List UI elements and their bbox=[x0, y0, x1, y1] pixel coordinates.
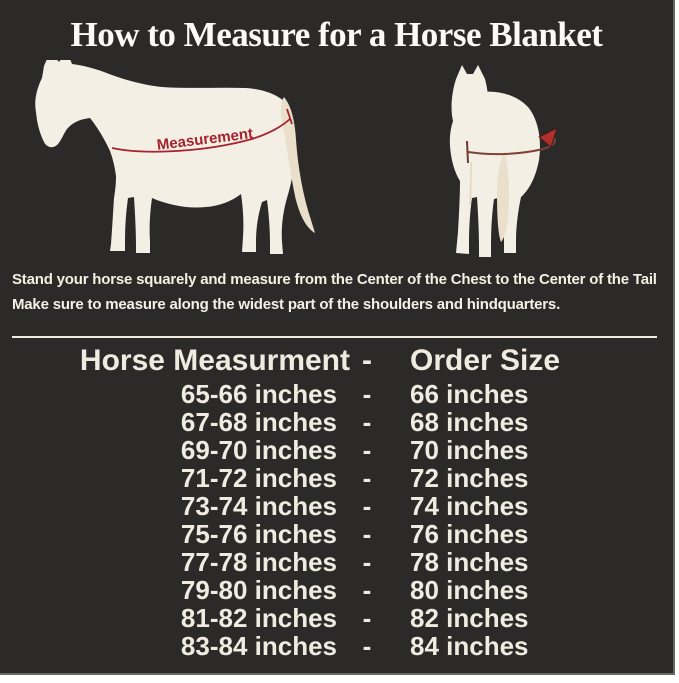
order-size-cell: 78 inches bbox=[410, 547, 529, 577]
header-measurement-column: Horse Measurment bbox=[79, 344, 350, 377]
measurement-cell: 67-68 inches bbox=[180, 407, 337, 437]
page-title: How to Measure for a Horse Blanket bbox=[70, 15, 603, 54]
separator-cell: - bbox=[362, 519, 372, 549]
separator-cell: - bbox=[362, 435, 372, 465]
order-size-cell: 82 inches bbox=[410, 603, 529, 633]
order-size-cell: 84 inches bbox=[410, 631, 529, 661]
separator-cell: - bbox=[362, 631, 372, 661]
table-row: 79-80 inches - 80 inches bbox=[0, 576, 675, 604]
table-row: 83-84 inches - 84 inches bbox=[0, 632, 675, 660]
order-size-cell: 72 inches bbox=[410, 463, 529, 493]
order-size-cell: 66 inches bbox=[410, 379, 529, 409]
instructions-text: Stand your horse squarely and measure fr… bbox=[12, 267, 667, 317]
separator-cell: - bbox=[362, 379, 372, 409]
table-row: 65-66 inches - 66 inches bbox=[0, 380, 675, 408]
order-size-cell: 80 inches bbox=[410, 575, 529, 605]
separator-cell: - bbox=[362, 575, 372, 605]
measurement-cell: 69-70 inches bbox=[180, 435, 337, 465]
table-row: 69-70 inches - 70 inches bbox=[0, 436, 675, 464]
divider-line bbox=[12, 336, 657, 338]
size-chart: Horse Measurment - Order Size 65-66 inch… bbox=[0, 342, 675, 660]
measurement-cell: 75-76 inches bbox=[180, 519, 337, 549]
separator-cell: - bbox=[362, 491, 372, 521]
order-size-cell: 70 inches bbox=[410, 435, 529, 465]
table-row: 73-74 inches - 74 inches bbox=[0, 492, 675, 520]
girth-arrow-icon bbox=[538, 127, 558, 148]
measurement-cell: 71-72 inches bbox=[180, 463, 337, 493]
header-separator: - bbox=[362, 344, 372, 377]
measurement-cell: 83-84 inches bbox=[180, 631, 337, 661]
side-horse-tail bbox=[280, 97, 315, 233]
instruction-line-2: Make sure to measure along the widest pa… bbox=[12, 296, 561, 313]
measurement-line bbox=[111, 118, 291, 153]
separator-cell: - bbox=[362, 407, 372, 437]
measurement-cell: 65-66 inches bbox=[180, 379, 337, 409]
girth-tick-line bbox=[466, 140, 469, 164]
order-size-cell: 74 inches bbox=[410, 491, 529, 521]
measurement-cell: 77-78 inches bbox=[180, 547, 337, 577]
table-row: 67-68 inches - 68 inches bbox=[0, 408, 675, 436]
order-size-cell: 76 inches bbox=[410, 519, 529, 549]
instruction-line-1: Stand your horse squarely and measure fr… bbox=[12, 271, 657, 288]
measurement-cell: 73-74 inches bbox=[180, 491, 337, 521]
front-horse-head bbox=[451, 65, 489, 145]
table-row: 71-72 inches - 72 inches bbox=[0, 464, 675, 492]
table-row: 77-78 inches - 78 inches bbox=[0, 548, 675, 576]
size-chart-body: 65-66 inches - 66 inches 67-68 inches - … bbox=[0, 380, 675, 660]
order-size-cell: 68 inches bbox=[410, 407, 529, 437]
measurement-cell: 79-80 inches bbox=[180, 575, 337, 605]
separator-cell: - bbox=[362, 463, 372, 493]
girth-wrap-line bbox=[467, 136, 556, 156]
separator-cell: - bbox=[362, 603, 372, 633]
header-order-size-column: Order Size bbox=[410, 344, 561, 377]
front-horse-tail bbox=[497, 151, 509, 242]
side-horse-silhouette bbox=[35, 60, 295, 254]
horse-measurement-diagram: Measurement bbox=[35, 60, 558, 257]
table-row: 81-82 inches - 82 inches bbox=[0, 604, 675, 632]
measurement-line-end-tick bbox=[286, 108, 293, 125]
front-horse-chest-crease bbox=[469, 161, 472, 206]
table-row: 75-76 inches - 76 inches bbox=[0, 520, 675, 548]
measurement-cell: 81-82 inches bbox=[180, 603, 337, 633]
separator-cell: - bbox=[362, 547, 372, 577]
size-chart-header: Horse Measurment - Order Size bbox=[0, 342, 675, 380]
